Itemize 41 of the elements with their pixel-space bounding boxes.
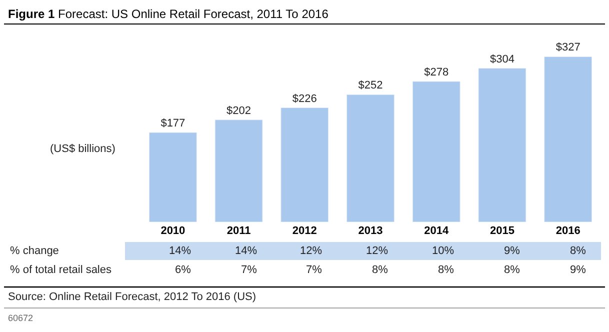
text: 9% — [504, 245, 520, 257]
data-label: $226 — [292, 92, 317, 105]
data-label: $304 — [490, 53, 514, 66]
data-label: $278 — [424, 66, 449, 78]
x-tick-label: 2014 — [424, 225, 450, 237]
bar — [148, 132, 197, 222]
x-tick-label: 2013 — [358, 225, 383, 237]
text: 8% — [438, 264, 454, 276]
text: 60672 — [8, 313, 34, 323]
text: 12% — [300, 245, 322, 257]
text: 6% — [175, 264, 192, 276]
x-tick-label: 2010 — [160, 225, 186, 237]
bar — [280, 108, 329, 222]
y-axis-title: (US$ billions) — [50, 143, 116, 155]
text: 14% — [235, 245, 258, 257]
text: % of total retail sales — [10, 264, 112, 276]
bar — [412, 81, 460, 222]
text: 14% — [169, 245, 192, 257]
x-tick-label: 2016 — [556, 225, 580, 237]
text: 8% — [504, 264, 520, 276]
text: 10% — [432, 245, 454, 257]
text: % change — [10, 245, 59, 257]
data-label: $252 — [358, 80, 383, 92]
data-label: $177 — [160, 118, 186, 130]
chart-title: Figure 1 Forecast: US Online Retail Forecast, 2011 To 2016 — [8, 7, 329, 21]
text: 8% — [372, 264, 388, 276]
text: 8% — [570, 245, 586, 257]
bar — [214, 120, 263, 222]
x-tick-label: 2015 — [490, 225, 514, 237]
text: 9% — [570, 264, 586, 276]
bar — [478, 68, 526, 222]
source-note: Source: Online Retail Forecast, 2012 To 2016 (US) — [8, 291, 256, 303]
data-label: $202 — [226, 104, 252, 117]
text: 12% — [366, 245, 388, 257]
text: 7% — [241, 264, 258, 276]
data-label: $327 — [556, 42, 580, 54]
text: 7% — [306, 264, 322, 276]
bar — [544, 56, 592, 222]
bar — [346, 94, 394, 222]
x-tick-label: 2011 — [226, 225, 251, 237]
x-tick-label: 2012 — [292, 225, 317, 237]
